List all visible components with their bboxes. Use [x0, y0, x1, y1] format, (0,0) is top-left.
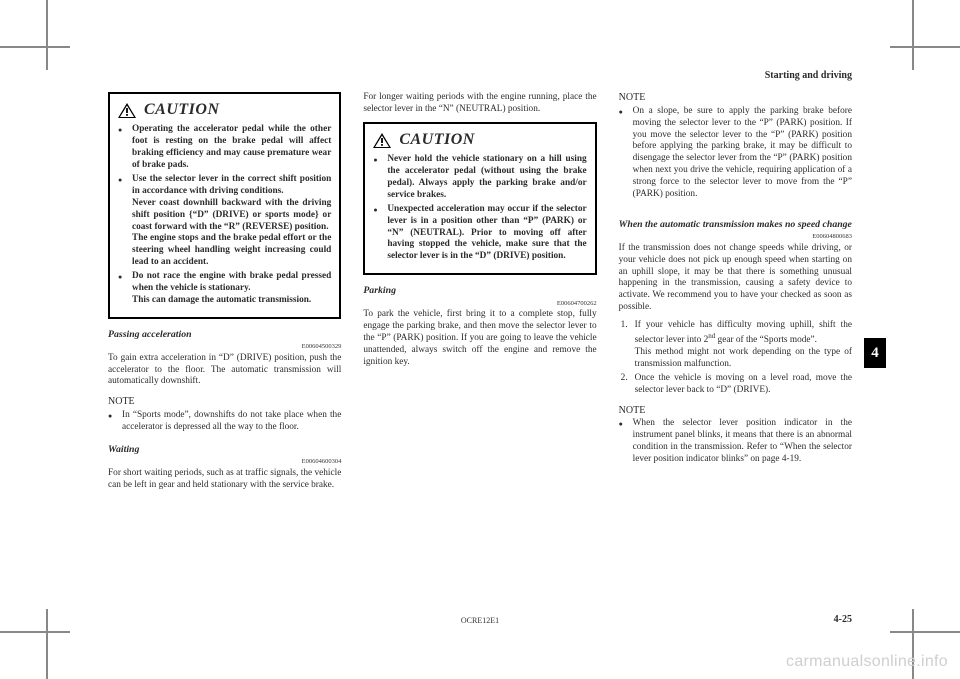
document-id: OCRE12E1	[461, 616, 499, 625]
note-item: When the selector lever position indicat…	[619, 418, 852, 466]
note-item: On a slope, be sure to apply the parking…	[619, 106, 852, 201]
caution-label: CAUTION	[399, 130, 475, 150]
page-number: 4-25	[834, 614, 852, 625]
column-2: For longer waiting periods with the engi…	[363, 92, 596, 592]
caution-item: Unexpected acceleration may occur if the…	[373, 204, 586, 263]
auto-trans-heading: When the automatic transmission makes no…	[619, 219, 852, 232]
crop-mark	[46, 609, 48, 679]
column-3: NOTE On a slope, be sure to apply the pa…	[619, 92, 852, 592]
chapter-tab: 4	[864, 338, 886, 368]
note-item: In “Sports mode”, downshifts do not take…	[108, 410, 341, 434]
caution-item: Operating the accelerator pedal while th…	[118, 124, 331, 172]
section-code: E00604500329	[108, 343, 341, 351]
caution-item: Use the selector lever in the correct sh…	[118, 174, 331, 269]
section-code: E00604600304	[108, 458, 341, 466]
caution-list: Operating the accelerator pedal while th…	[118, 124, 331, 306]
waiting-body: For short waiting periods, such as at tr…	[108, 468, 341, 492]
section-code: E00604800683	[619, 233, 852, 241]
crop-mark	[46, 0, 48, 70]
warning-icon	[118, 103, 136, 118]
caution-item: Never hold the vehicle stationary on a h…	[373, 154, 586, 202]
caution-box: CAUTION Never hold the vehicle stationar…	[363, 122, 596, 275]
caution-label: CAUTION	[144, 100, 220, 120]
caution-item: Do not race the engine with brake pedal …	[118, 271, 331, 307]
passing-heading: Passing acceleration	[108, 329, 341, 342]
note-heading: NOTE	[619, 92, 852, 105]
caution-list: Never hold the vehicle stationary on a h…	[373, 154, 586, 263]
note-heading: NOTE	[619, 405, 852, 418]
crop-mark	[890, 46, 960, 48]
running-header: Starting and driving	[765, 70, 852, 81]
crop-mark	[0, 46, 70, 48]
crop-mark	[0, 631, 70, 633]
note-list: When the selector lever position indicat…	[619, 418, 852, 466]
note-heading: NOTE	[108, 396, 341, 409]
caution-title: CAUTION	[118, 100, 331, 120]
warning-icon	[373, 133, 391, 148]
parking-heading: Parking	[363, 285, 596, 298]
auto-trans-body: If the transmission does not change spee…	[619, 243, 852, 314]
intro-body: For longer waiting periods with the engi…	[363, 92, 596, 116]
steps-list: If your vehicle has difficulty moving up…	[619, 320, 852, 396]
page-content: CAUTION Operating the accelerator pedal …	[108, 92, 852, 592]
passing-body: To gain extra acceleration in “D” (DRIVE…	[108, 353, 341, 389]
note-list: In “Sports mode”, downshifts do not take…	[108, 410, 341, 434]
step-text: This method might not work depending on …	[635, 347, 852, 369]
step-text: gear of the “Sports mode”.	[715, 335, 817, 345]
crop-mark	[912, 0, 914, 70]
parking-body: To park the vehicle, first bring it to a…	[363, 309, 596, 368]
section-code: E00604700262	[363, 300, 596, 308]
column-1: CAUTION Operating the accelerator pedal …	[108, 92, 341, 592]
waiting-heading: Waiting	[108, 444, 341, 457]
note-list: On a slope, be sure to apply the parking…	[619, 106, 852, 201]
watermark: carmanualsonline.info	[786, 653, 948, 671]
caution-box: CAUTION Operating the accelerator pedal …	[108, 92, 341, 319]
step-item: Once the vehicle is moving on a level ro…	[619, 373, 852, 397]
crop-mark	[890, 631, 960, 633]
caution-title: CAUTION	[373, 130, 586, 150]
step-item: If your vehicle has difficulty moving up…	[619, 320, 852, 371]
